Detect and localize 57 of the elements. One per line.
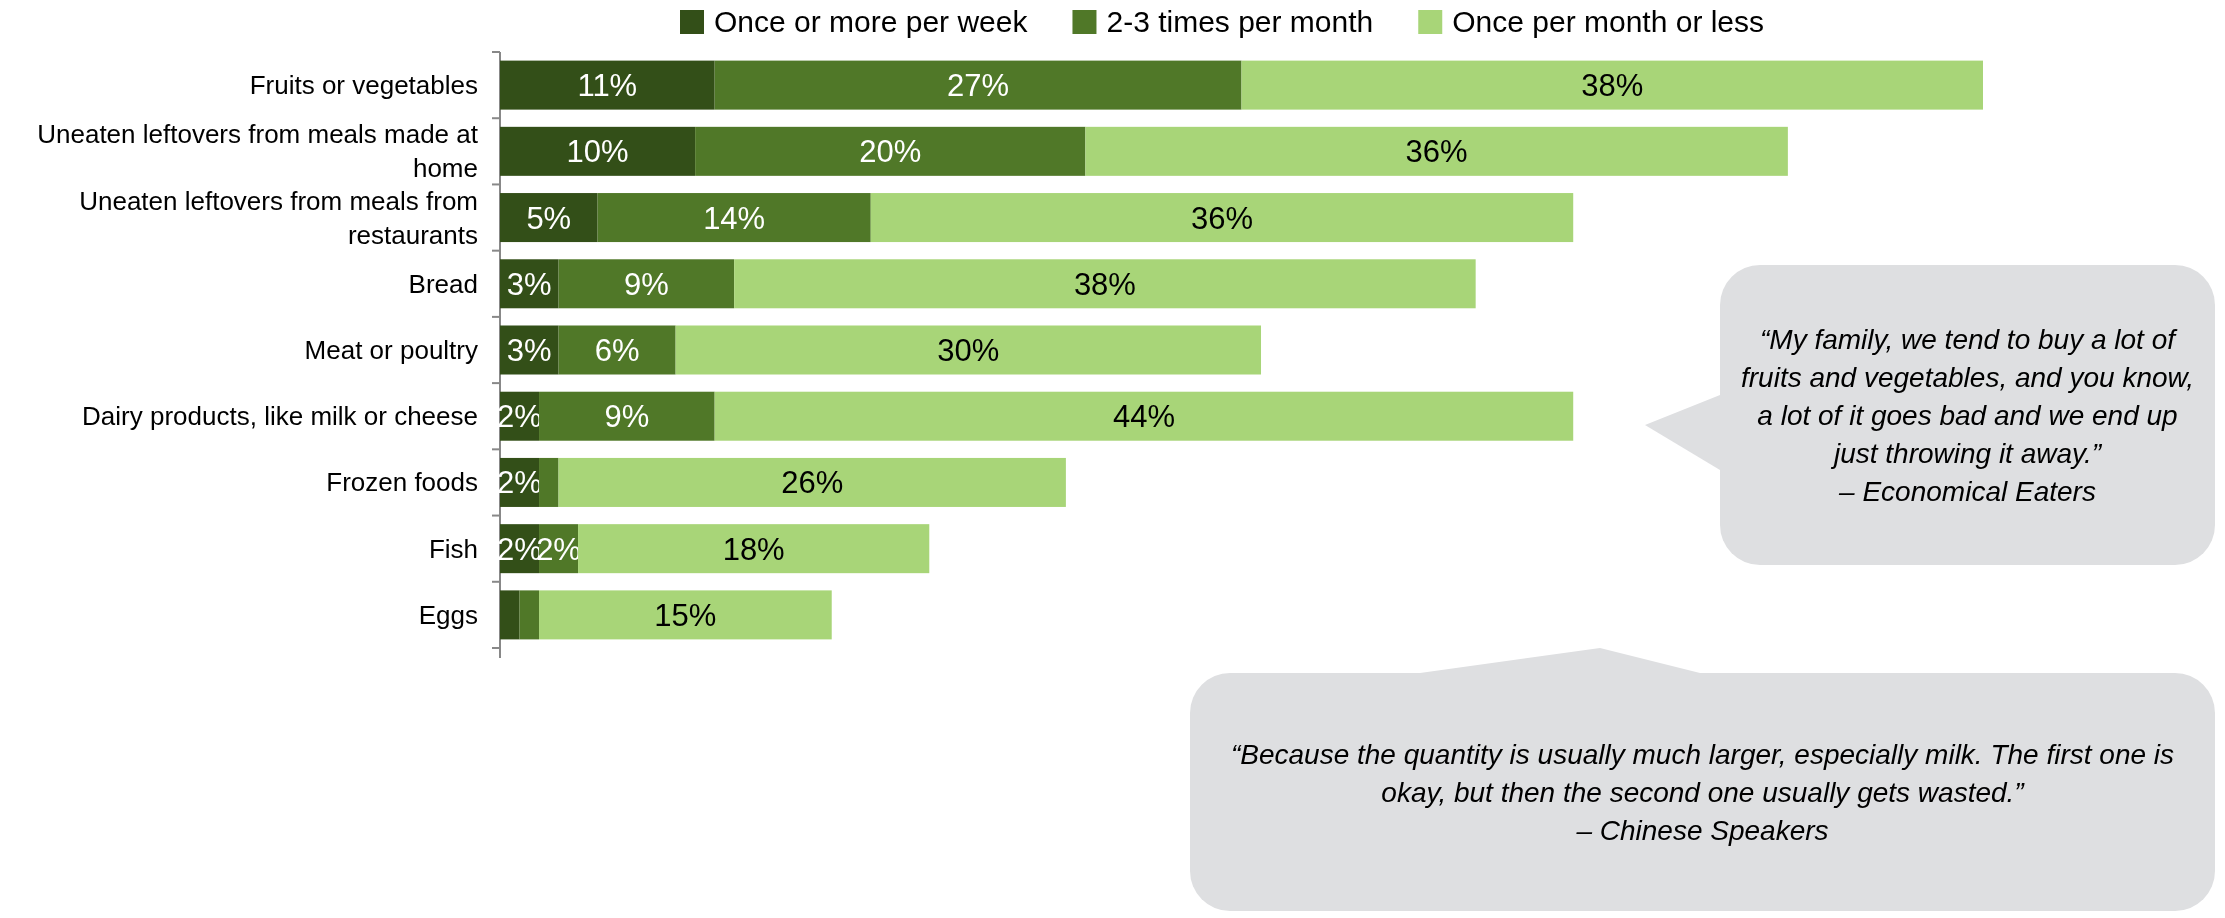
data-label: 10% xyxy=(566,134,629,170)
text: “Because the quantity is usually much larger, especially milk. The first one is okay, but then the second one usually gets wasted.” – Chinese Speakers xyxy=(1230,739,2175,846)
data-label: 38% xyxy=(1581,68,1644,104)
bar xyxy=(1241,60,1983,110)
data-label: 6% xyxy=(594,333,640,368)
y-tick-label: Uneaten leftovers from meals from restaurants xyxy=(79,185,478,250)
bar xyxy=(558,457,1066,507)
data-label: 38% xyxy=(1073,266,1136,302)
data-label: 27% xyxy=(947,68,1010,104)
bar xyxy=(500,590,520,640)
y-tick-label: Fish xyxy=(428,533,478,564)
legend-label: Once per month or less xyxy=(1452,5,1765,38)
bar xyxy=(500,193,598,243)
bar xyxy=(500,60,715,110)
bar xyxy=(1085,126,1788,176)
data-label: 2% xyxy=(497,465,542,501)
legend-label: 2-3 times per month xyxy=(1106,5,1374,38)
bar xyxy=(539,457,559,507)
data-label: 36% xyxy=(1405,134,1468,170)
y-tick-label: Dairy products, like milk or cheese xyxy=(82,401,478,432)
bar xyxy=(870,193,1574,243)
data-label: 14% xyxy=(703,200,766,236)
legend-label: Once or more per week xyxy=(714,5,1029,38)
data-label: 9% xyxy=(623,266,669,302)
bar xyxy=(539,590,832,640)
bar xyxy=(539,391,715,441)
data-label: 20% xyxy=(859,134,922,170)
bar xyxy=(675,325,1262,375)
bar xyxy=(558,259,735,309)
data-label: 44% xyxy=(1112,399,1175,435)
data-label: 3% xyxy=(506,266,552,302)
y-tick-label: Bread xyxy=(408,268,478,299)
bar xyxy=(734,259,1476,309)
bar xyxy=(578,524,930,574)
bar xyxy=(695,126,1086,176)
bar xyxy=(519,590,540,640)
data-label: 11% xyxy=(577,68,638,104)
data-label: 15% xyxy=(654,597,717,633)
bar xyxy=(500,126,696,176)
bar xyxy=(597,193,871,243)
data-label: 5% xyxy=(526,200,572,236)
data-label: 26% xyxy=(781,465,844,501)
y-tick-label: Frozen foods xyxy=(326,467,478,498)
data-label: 3% xyxy=(506,333,552,368)
y-tick-label: Meat or poultry xyxy=(304,335,478,365)
bar xyxy=(558,325,676,375)
bar xyxy=(714,60,1242,110)
bar xyxy=(714,391,1574,441)
data-label: 36% xyxy=(1190,200,1254,236)
annotation: “My family, we tend to buy a lot of fruits and vegetables, and you know, a lot of it goes bad and we end up just throwing it away.” – Economical Eaters xyxy=(1741,324,2194,507)
data-label: 30% xyxy=(937,333,1000,368)
y-tick-label: Uneaten leftovers from meals made at home xyxy=(37,119,479,184)
y-tick-label: Eggs xyxy=(418,599,478,630)
data-label: 18% xyxy=(722,531,785,567)
y-tick-label: Fruits or vegetables xyxy=(249,70,478,101)
data-label: 9% xyxy=(604,399,650,435)
data-label: 2% xyxy=(497,399,542,435)
